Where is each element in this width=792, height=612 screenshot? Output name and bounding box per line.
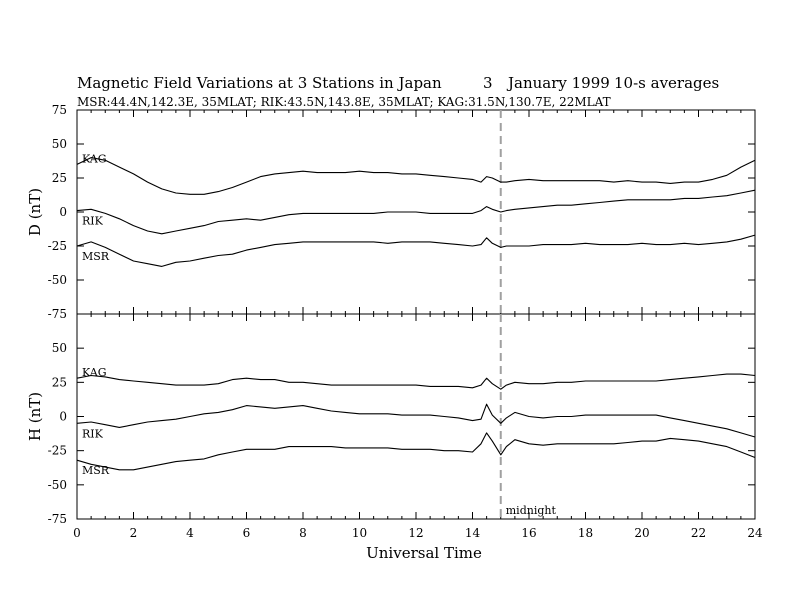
x-tick-label: 22 <box>691 526 706 540</box>
series-label-kag: KAG <box>82 152 107 165</box>
y-tick-label: -75 <box>48 307 67 321</box>
panel-d: -75 -50 -25 0 25 50 75 D (nT) KAG RIK MSR <box>26 103 756 321</box>
chart-date-day: 3 <box>483 74 493 92</box>
x-tick-label: 18 <box>578 526 593 540</box>
chart-panels: -75 -50 -25 0 25 50 75 D (nT) KAG RIK MSR -75 -50 -25… <box>26 103 763 540</box>
series-label-kag: KAG <box>82 366 107 379</box>
x-tick-label: 20 <box>634 526 649 540</box>
y-tick-label: -75 <box>48 512 67 526</box>
midnight-label: midnight <box>506 504 557 517</box>
series-line-msr <box>76 432 756 471</box>
series-label-rik: RIK <box>82 215 104 228</box>
x-tick-label: 16 <box>521 526 536 540</box>
x-tick-label: 10 <box>352 526 367 540</box>
x-tick-label: 0 <box>73 526 81 540</box>
chart-subtitle: MSR:44.4N,142.3E, 35MLAT; RIK:43.5N,143.… <box>77 95 611 109</box>
chart-date-month-year: January 1999 <box>506 74 610 92</box>
x-tick-label: 14 <box>465 526 481 540</box>
y-tick-label: 25 <box>52 375 67 389</box>
series-line-rik <box>76 403 756 438</box>
series-line-kag <box>76 373 756 390</box>
x-tick-label: 2 <box>130 526 138 540</box>
x-tick-label: 12 <box>408 526 423 540</box>
x-tick-label: 4 <box>186 526 194 540</box>
x-tick-label: 24 <box>747 526 763 540</box>
series-label-rik: RIK <box>82 427 104 440</box>
y-tick-label: 0 <box>59 205 67 219</box>
y-tick-label: 25 <box>52 171 67 185</box>
y-tick-label: -50 <box>48 273 67 287</box>
series-line-rik <box>76 189 756 235</box>
y-tick-label: -25 <box>48 239 67 253</box>
y-tick-label: -25 <box>48 444 67 458</box>
series-line-kag <box>76 157 756 195</box>
y-tick-label: 50 <box>52 137 67 151</box>
plot-frame <box>76 313 756 520</box>
y-tick-label: -50 <box>48 478 67 492</box>
series-label-msr: MSR <box>82 464 110 477</box>
series-line-msr <box>76 234 756 267</box>
y-tick-label: 75 <box>52 103 67 117</box>
chart-averaging-note: 10-s averages <box>614 74 719 92</box>
y-tick-label: 0 <box>59 410 67 424</box>
y-axis-label: D (nT) <box>26 188 44 236</box>
x-tick-label: 8 <box>299 526 307 540</box>
y-tick-label: 50 <box>52 341 67 355</box>
x-tick-label: 6 <box>243 526 251 540</box>
y-axis-label: H (nT) <box>26 392 44 441</box>
series-label-msr: MSR <box>82 250 110 263</box>
x-axis-label: Universal Time <box>366 544 482 562</box>
chart-title: Magnetic Field Variations at 3 Stations … <box>77 74 442 92</box>
